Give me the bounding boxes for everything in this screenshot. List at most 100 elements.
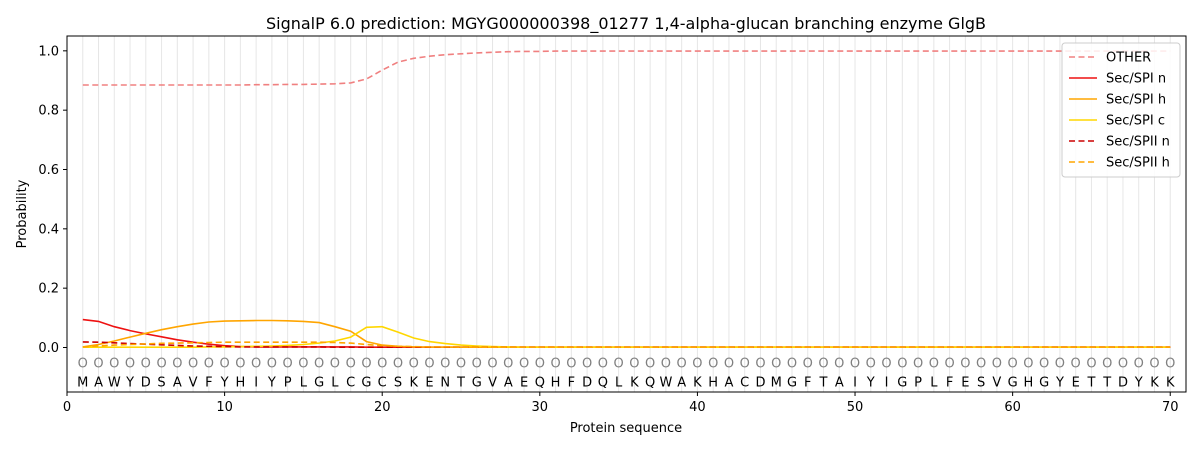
position-marker: O [298, 356, 308, 371]
position-marker: O [141, 356, 151, 371]
position-marker: O [393, 356, 403, 371]
chart-title: SignalP 6.0 prediction: MGYG000000398_01… [266, 14, 986, 34]
position-marker: O [330, 356, 340, 371]
residue-label: V [488, 375, 497, 390]
position-marker: O [629, 356, 639, 371]
residue-label: N [440, 375, 450, 390]
y-tick-label: 0.8 [38, 104, 59, 119]
y-axis: 0.0 0.2 0.4 0.6 0.8 1.0 [38, 44, 67, 356]
residue-label: M [77, 375, 88, 390]
position-marker: O [361, 356, 371, 371]
position-marker: O [377, 356, 387, 371]
position-marker: O [1039, 356, 1049, 371]
position-marker: O [1149, 356, 1159, 371]
residue-label: E [520, 375, 528, 390]
residue-label: L [615, 375, 623, 390]
residue-label: Q [535, 375, 545, 390]
residue-label: C [740, 375, 749, 390]
residue-label: T [1102, 375, 1111, 390]
series-line-2 [82, 319, 1171, 349]
residue-label: V [189, 375, 198, 390]
residue-label: G [314, 375, 324, 390]
residue-label: A [173, 375, 182, 390]
position-marker: O [424, 356, 434, 371]
position-marker: O [550, 356, 560, 371]
position-marker: O [1134, 356, 1144, 371]
residue-label: T [1086, 375, 1095, 390]
residue-label: G [787, 375, 797, 390]
position-marker: O [708, 356, 718, 371]
position-marker: O [487, 356, 497, 371]
position-marker: O [204, 356, 214, 371]
position-marker: O [566, 356, 576, 371]
residue-label: P [914, 375, 922, 390]
position-marker: O [771, 356, 781, 371]
position-marker: O [409, 356, 419, 371]
residue-label: Y [866, 375, 875, 390]
position-marker: O [78, 356, 88, 371]
residue-label: K [693, 375, 702, 390]
y-tick-label: 0.4 [38, 222, 59, 237]
position-marker: O [1008, 356, 1018, 371]
residue-label: H [1024, 375, 1034, 390]
legend-label: Sec/SPI n [1106, 72, 1166, 87]
series-layer [82, 50, 1171, 349]
position-marker: O [960, 356, 970, 371]
residue-label: T [456, 375, 465, 390]
position-marker: O [976, 356, 986, 371]
position-marker: O [850, 356, 860, 371]
position-marker: O [93, 356, 103, 371]
residue-label: A [724, 375, 733, 390]
x-axis-label: Protein sequence [570, 421, 682, 436]
position-marker: O [1055, 356, 1065, 371]
residue-label: I [254, 375, 258, 390]
position-marker: O [456, 356, 466, 371]
legend-label: Sec/SPI h [1106, 93, 1166, 108]
position-marker: O [992, 356, 1002, 371]
legend-label: Sec/SPII n [1106, 135, 1170, 150]
residue-label: H [551, 375, 561, 390]
residue-label: Y [1055, 375, 1064, 390]
residue-label: W [108, 375, 121, 390]
series-line-1 [82, 318, 1171, 349]
position-marker: O [125, 356, 135, 371]
position-marker: O [1086, 356, 1096, 371]
residue-label: A [677, 375, 686, 390]
residue-label: V [992, 375, 1001, 390]
position-marker: O [614, 356, 624, 371]
position-marker: O [346, 356, 356, 371]
position-marker: O [472, 356, 482, 371]
position-marker: O [235, 356, 245, 371]
series-line-5 [82, 341, 1171, 349]
residue-label: A [94, 375, 103, 390]
position-marker: O [645, 356, 655, 371]
position-marker: O [1118, 356, 1128, 371]
y-axis-label: Probability [15, 179, 30, 248]
x-tick-label: 40 [689, 400, 706, 415]
residue-label: D [582, 375, 592, 390]
position-marker: O [897, 356, 907, 371]
residue-label: K [630, 375, 639, 390]
position-marker: O [156, 356, 166, 371]
x-tick-label: 30 [532, 400, 549, 415]
residue-label: Y [220, 375, 229, 390]
position-marker: O [283, 356, 293, 371]
position-marker: O [834, 356, 844, 371]
position-marker: O [251, 356, 261, 371]
residue-label: A [504, 375, 513, 390]
residue-label: S [394, 375, 402, 390]
x-tick-label: 50 [847, 400, 864, 415]
residue-label: Y [125, 375, 134, 390]
residue-label: S [977, 375, 985, 390]
position-marker: O [692, 356, 702, 371]
position-marker: O [188, 356, 198, 371]
x-tick-label: 20 [374, 400, 391, 415]
plot-frame [66, 35, 1187, 393]
position-marker: O [1023, 356, 1033, 371]
x-tick-label: 0 [63, 400, 71, 415]
position-marker: O [598, 356, 608, 371]
x-tick-label: 70 [1162, 400, 1179, 415]
residue-label: P [284, 375, 292, 390]
